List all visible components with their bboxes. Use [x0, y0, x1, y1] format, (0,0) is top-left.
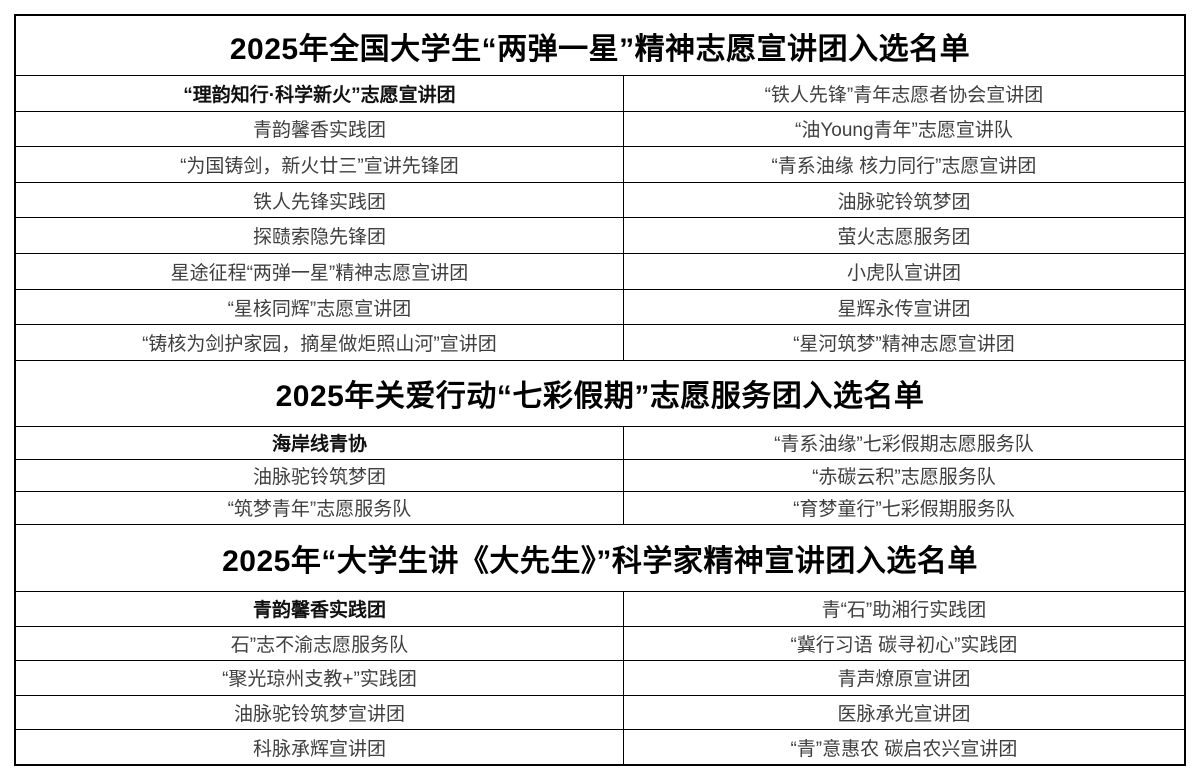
team-cell-right: 医脉承光宣讲团: [622, 694, 1186, 731]
table-row: 青韵馨香实践团 “油Young青年”志愿宣讲队: [14, 110, 1186, 148]
team-cell-right: “赤碳云积”志愿服务队: [622, 458, 1186, 493]
table-row: 石”志不渝志愿服务队 “冀行习语 碳寻初心”实践团: [14, 625, 1186, 662]
table-row: “筑梦青年”志愿服务队 “育梦童行”七彩假期服务队: [14, 491, 1186, 525]
team-cell-right: 小虎队宣讲团: [622, 253, 1186, 290]
team-cell-right: 萤火志愿服务团: [622, 217, 1186, 255]
team-cell-left: 星途征程“两弹一星”精神志愿宣讲团: [14, 253, 624, 290]
team-cell-left: 油脉驼铃筑梦团: [14, 458, 624, 493]
team-cell-right: “青系油缘”七彩假期志愿服务队: [622, 426, 1186, 460]
table-row: 海岸线青协 “青系油缘”七彩假期志愿服务队: [14, 426, 1186, 460]
selection-table-body: 2025年全国大学生“两弹一星”精神志愿宣讲团入选名单 “理韵知行·科学新火”志愿…: [14, 14, 1186, 766]
table-row: 铁人先锋实践团 油脉驼铃筑梦团: [14, 181, 1186, 219]
table-row: “为国铸剑，新火廿三”宣讲先锋团 “青系油缘 核力同行”志愿宣讲团: [14, 146, 1186, 183]
section-title: 2025年“大学生讲《大先生》”科学家精神宣讲团入选名单: [14, 523, 1186, 592]
team-cell-right: “青”意惠农 碳启农兴宣讲团: [622, 729, 1186, 766]
team-cell-left: “聚光琼州支教+”实践团: [14, 660, 624, 696]
team-cell-left: 青韵馨香实践团: [14, 110, 624, 148]
team-cell-left: 石”志不渝志愿服务队: [14, 625, 624, 662]
section-title-row: 2025年全国大学生“两弹一星”精神志愿宣讲团入选名单: [14, 14, 1186, 77]
team-cell-left: 铁人先锋实践团: [14, 181, 624, 219]
team-cell-right: “星河筑梦”精神志愿宣讲团: [622, 324, 1186, 361]
team-cell-left: 青韵馨香实践团: [14, 590, 624, 627]
section-title-row: 2025年“大学生讲《大先生》”科学家精神宣讲团入选名单: [14, 523, 1186, 592]
team-cell-right: 青“石”助湘行实践团: [622, 590, 1186, 627]
team-cell-right: “青系油缘 核力同行”志愿宣讲团: [622, 146, 1186, 183]
section-title-row: 2025年关爱行动“七彩假期”志愿服务团入选名单: [14, 359, 1186, 428]
team-cell-left: “为国铸剑，新火廿三”宣讲先锋团: [14, 146, 624, 183]
team-cell-right: “育梦童行”七彩假期服务队: [622, 491, 1186, 525]
team-cell-left: “理韵知行·科学新火”志愿宣讲团: [14, 75, 624, 112]
table-row: 青韵馨香实践团 青“石”助湘行实践团: [14, 590, 1186, 627]
table-row: “铸核为剑护家园，摘星做炬照山河”宣讲团 “星河筑梦”精神志愿宣讲团: [14, 324, 1186, 361]
team-cell-left: “星核同辉”志愿宣讲团: [14, 288, 624, 326]
team-cell-right: 油脉驼铃筑梦团: [622, 181, 1186, 219]
table-row: “理韵知行·科学新火”志愿宣讲团 “铁人先锋”青年志愿者协会宣讲团: [14, 75, 1186, 112]
team-cell-left: “筑梦青年”志愿服务队: [14, 491, 624, 525]
team-cell-right: “油Young青年”志愿宣讲队: [622, 110, 1186, 148]
team-cell-left: 海岸线青协: [14, 426, 624, 460]
team-cell-left: 科脉承辉宣讲团: [14, 729, 624, 766]
team-cell-left: 探赜索隐先锋团: [14, 217, 624, 255]
team-cell-left: 油脉驼铃筑梦宣讲团: [14, 694, 624, 731]
table-row: 油脉驼铃筑梦宣讲团 医脉承光宣讲团: [14, 694, 1186, 731]
table-row: 油脉驼铃筑梦团 “赤碳云积”志愿服务队: [14, 458, 1186, 493]
selection-table: 2025年全国大学生“两弹一星”精神志愿宣讲团入选名单 “理韵知行·科学新火”志愿…: [14, 14, 1186, 766]
table-row: 科脉承辉宣讲团 “青”意惠农 碳启农兴宣讲团: [14, 729, 1186, 766]
team-cell-left: “铸核为剑护家园，摘星做炬照山河”宣讲团: [14, 324, 624, 361]
team-cell-right: “冀行习语 碳寻初心”实践团: [622, 625, 1186, 662]
team-cell-right: 青声燎原宣讲团: [622, 660, 1186, 696]
team-cell-right: “铁人先锋”青年志愿者协会宣讲团: [622, 75, 1186, 112]
section-title: 2025年关爱行动“七彩假期”志愿服务团入选名单: [14, 359, 1186, 428]
table-row: “星核同辉”志愿宣讲团 星辉永传宣讲团: [14, 288, 1186, 326]
team-cell-right: 星辉永传宣讲团: [622, 288, 1186, 326]
table-row: 探赜索隐先锋团 萤火志愿服务团: [14, 217, 1186, 255]
table-row: “聚光琼州支教+”实践团 青声燎原宣讲团: [14, 660, 1186, 696]
section-title: 2025年全国大学生“两弹一星”精神志愿宣讲团入选名单: [14, 14, 1186, 77]
table-row: 星途征程“两弹一星”精神志愿宣讲团 小虎队宣讲团: [14, 253, 1186, 290]
